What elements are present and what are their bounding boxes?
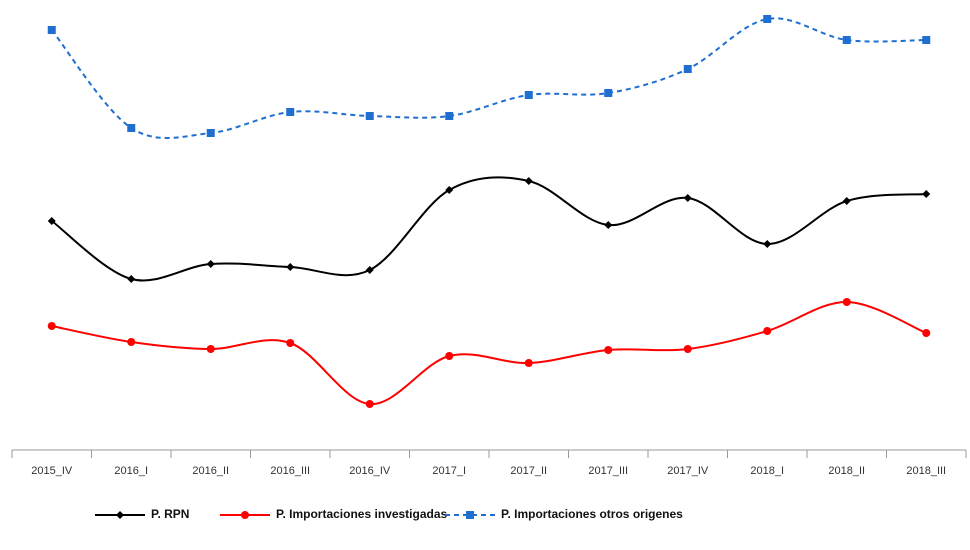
point xyxy=(604,346,613,354)
point xyxy=(47,217,56,225)
point xyxy=(922,329,931,337)
x-tick-label: 2018_III xyxy=(906,465,946,477)
point xyxy=(445,186,454,194)
x-tick-label: 2015_IV xyxy=(31,465,73,477)
series-line xyxy=(50,17,927,139)
point xyxy=(842,298,851,306)
x-tick-label: 2016_III xyxy=(270,465,310,477)
point xyxy=(206,345,215,353)
point xyxy=(683,194,692,202)
point xyxy=(524,177,533,185)
x-tick-label: 2017_IV xyxy=(667,465,709,477)
x-tick-label: 2018_I xyxy=(750,465,784,477)
point xyxy=(206,129,215,137)
point xyxy=(127,124,136,132)
point xyxy=(286,339,295,347)
point xyxy=(365,112,374,120)
point xyxy=(604,221,613,229)
point xyxy=(445,112,454,120)
point xyxy=(127,338,136,346)
x-tick-label: 2017_III xyxy=(588,465,628,477)
point xyxy=(206,260,215,268)
point xyxy=(445,352,454,360)
point xyxy=(842,36,851,44)
legend-marker xyxy=(116,511,124,519)
point xyxy=(922,190,931,198)
point xyxy=(842,197,851,205)
x-tick-label: 2016_II xyxy=(192,465,229,477)
x-tick-label: 2016_I xyxy=(114,465,148,477)
point xyxy=(47,26,56,34)
point xyxy=(524,359,533,367)
point xyxy=(683,65,692,73)
x-tick-label: 2016_IV xyxy=(349,465,391,477)
point xyxy=(763,327,772,335)
point xyxy=(365,266,374,274)
point xyxy=(127,275,136,283)
point xyxy=(604,89,613,97)
legend-label: P. RPN xyxy=(151,507,189,521)
point xyxy=(286,263,295,271)
point xyxy=(763,240,772,248)
point xyxy=(524,91,533,99)
legend-marker xyxy=(241,511,249,519)
x-tick-label: 2017_II xyxy=(510,465,547,477)
legend-label: P. Importaciones otros origenes xyxy=(501,507,683,521)
point xyxy=(365,400,374,408)
series-line xyxy=(51,300,927,406)
point xyxy=(286,108,295,116)
point xyxy=(683,345,692,353)
legend-marker xyxy=(466,511,474,519)
x-tick-label: 2017_I xyxy=(432,465,466,477)
point xyxy=(922,36,931,44)
legend-label: P. Importaciones investigadas xyxy=(276,507,448,521)
series-line xyxy=(51,176,927,282)
point xyxy=(763,15,772,23)
x-tick-label: 2018_II xyxy=(828,465,865,477)
point xyxy=(47,322,56,330)
